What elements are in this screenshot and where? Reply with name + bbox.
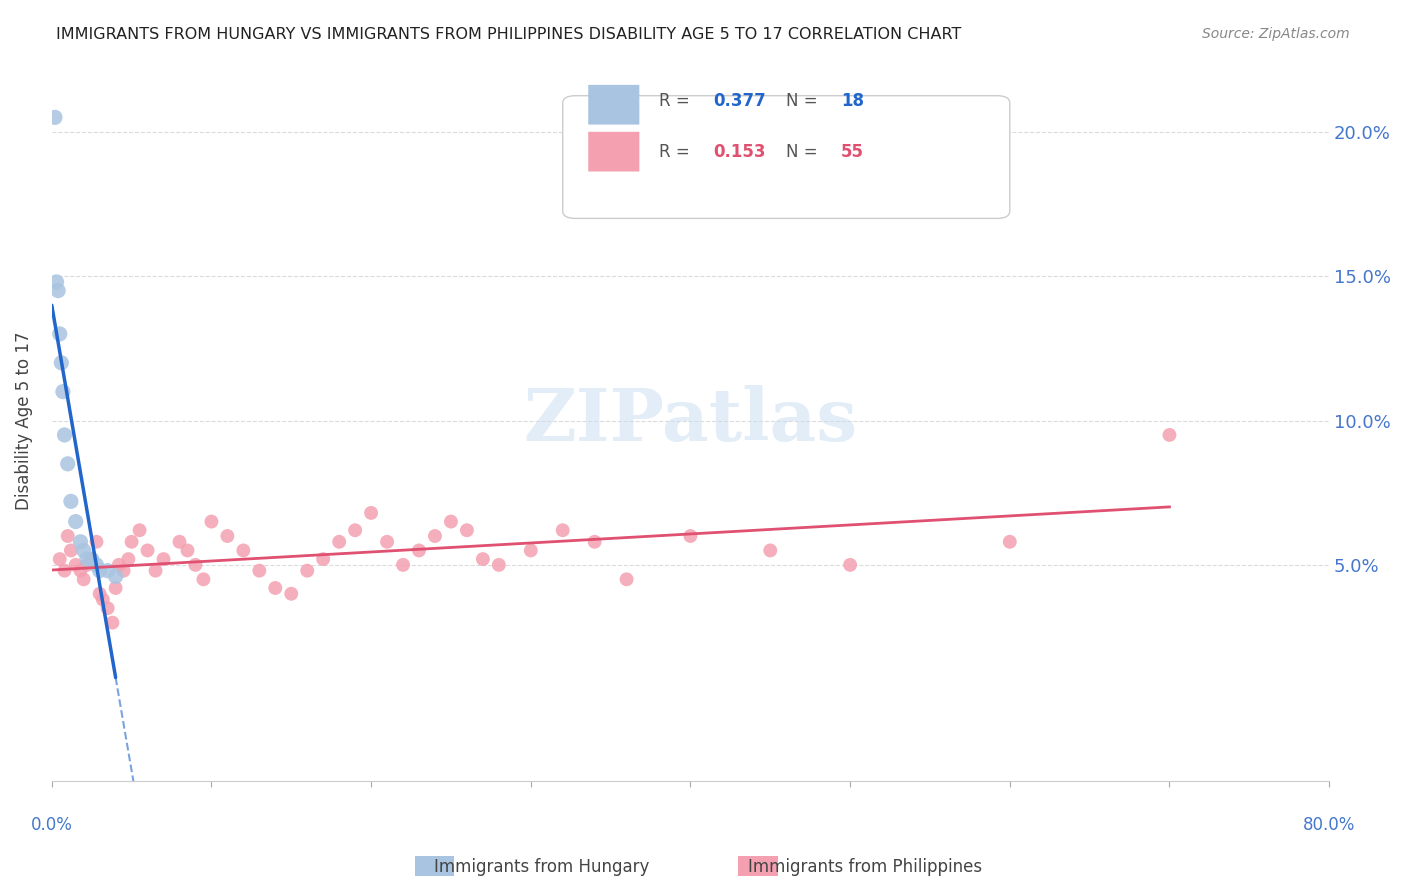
Point <box>44 111 66 125</box>
Point <box>76 558 98 572</box>
Text: R =: R = <box>658 143 695 161</box>
Point <box>312 552 335 566</box>
Point <box>344 523 367 537</box>
Point <box>488 558 510 572</box>
Point <box>679 529 702 543</box>
Point <box>375 534 398 549</box>
Point <box>91 592 114 607</box>
Point <box>121 534 143 549</box>
Point <box>193 572 215 586</box>
Point <box>73 543 96 558</box>
Point <box>56 457 79 471</box>
Point <box>1159 428 1181 442</box>
Text: 18: 18 <box>841 93 865 111</box>
Point <box>217 529 239 543</box>
Point <box>69 534 91 549</box>
Point <box>52 384 75 399</box>
Text: 0.377: 0.377 <box>713 93 766 111</box>
Point <box>89 587 111 601</box>
Point <box>86 534 108 549</box>
Point <box>59 543 82 558</box>
Point <box>152 552 174 566</box>
Point <box>232 543 254 558</box>
Text: Source: ZipAtlas.com: Source: ZipAtlas.com <box>1202 27 1350 41</box>
Point <box>89 564 111 578</box>
Point <box>46 284 69 298</box>
Point <box>56 529 79 543</box>
Point <box>104 581 127 595</box>
Point <box>184 558 207 572</box>
Point <box>471 552 494 566</box>
Point <box>759 543 782 558</box>
Point <box>59 494 82 508</box>
Point <box>392 558 415 572</box>
Point <box>297 564 319 578</box>
Point <box>998 534 1021 549</box>
Text: 0.153: 0.153 <box>713 143 766 161</box>
Point <box>53 564 76 578</box>
Text: 55: 55 <box>841 143 865 161</box>
Point <box>136 543 159 558</box>
Point <box>51 356 73 370</box>
Point <box>247 564 270 578</box>
Text: N =: N = <box>786 143 823 161</box>
Text: ZIPatlas: ZIPatlas <box>523 385 858 456</box>
Point <box>97 564 120 578</box>
Y-axis label: Disability Age 5 to 17: Disability Age 5 to 17 <box>15 331 32 509</box>
Point <box>280 587 302 601</box>
Point <box>456 523 478 537</box>
FancyBboxPatch shape <box>588 132 640 171</box>
Point <box>117 552 139 566</box>
Point <box>520 543 543 558</box>
Point <box>86 558 108 572</box>
Point <box>360 506 382 520</box>
Point <box>48 326 70 341</box>
Text: Immigrants from Philippines: Immigrants from Philippines <box>748 858 981 876</box>
FancyBboxPatch shape <box>588 85 640 125</box>
Point <box>264 581 287 595</box>
Point <box>583 534 606 549</box>
Point <box>53 428 76 442</box>
Point <box>328 534 350 549</box>
FancyBboxPatch shape <box>562 95 1010 219</box>
Point <box>45 275 67 289</box>
Text: 0.0%: 0.0% <box>31 816 73 834</box>
Point <box>551 523 574 537</box>
Point <box>169 534 191 549</box>
Point <box>112 564 135 578</box>
Point <box>176 543 198 558</box>
Point <box>101 615 124 630</box>
Point <box>108 558 131 572</box>
Point <box>200 515 222 529</box>
Point <box>73 572 96 586</box>
Text: Immigrants from Hungary: Immigrants from Hungary <box>433 858 650 876</box>
Point <box>97 601 120 615</box>
Point <box>80 552 103 566</box>
Text: N =: N = <box>786 93 823 111</box>
Point <box>145 564 167 578</box>
Text: R =: R = <box>658 93 695 111</box>
Point <box>128 523 150 537</box>
Text: IMMIGRANTS FROM HUNGARY VS IMMIGRANTS FROM PHILIPPINES DISABILITY AGE 5 TO 17 CO: IMMIGRANTS FROM HUNGARY VS IMMIGRANTS FR… <box>56 27 962 42</box>
Point <box>616 572 638 586</box>
Point <box>80 552 103 566</box>
Point <box>839 558 862 572</box>
Text: 80.0%: 80.0% <box>1303 816 1355 834</box>
Point <box>423 529 446 543</box>
Point <box>408 543 430 558</box>
Point <box>440 515 463 529</box>
Point <box>69 564 91 578</box>
Point <box>104 569 127 583</box>
Point <box>65 515 87 529</box>
Point <box>65 558 87 572</box>
Point <box>76 552 98 566</box>
Point <box>48 552 70 566</box>
